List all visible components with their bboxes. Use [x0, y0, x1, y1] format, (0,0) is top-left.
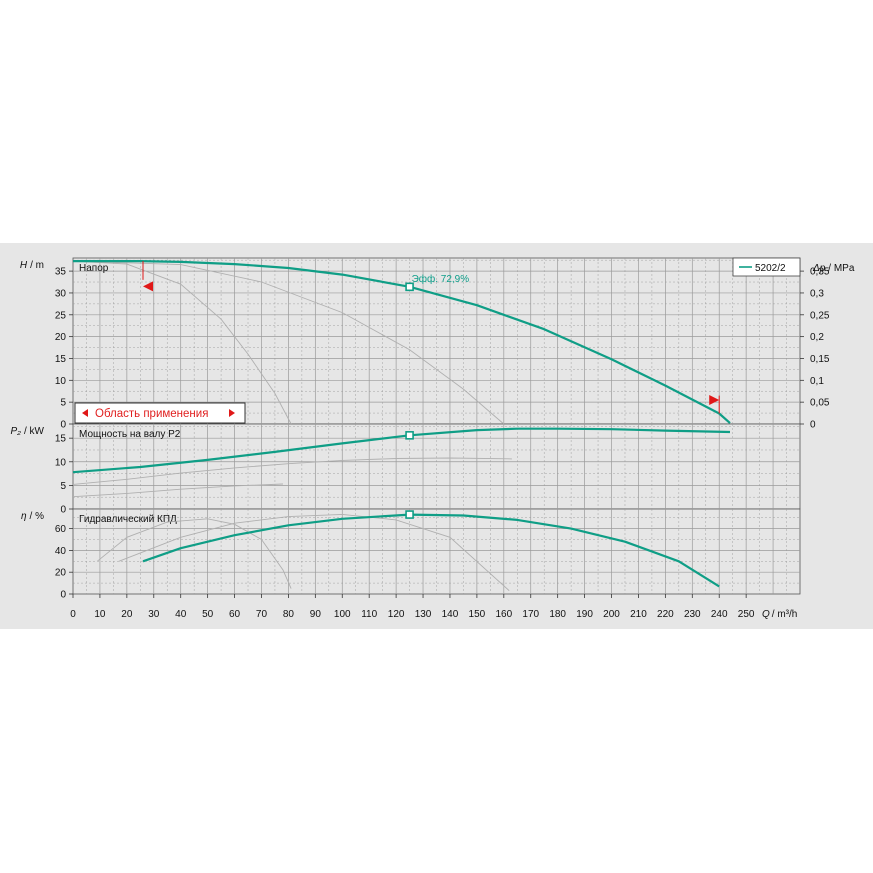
- application-range-label: Область применения: [95, 408, 208, 420]
- y2-tick-label: 0,35: [810, 267, 830, 278]
- ghost-curve: [96, 518, 292, 589]
- y-tick-label: 5: [60, 398, 66, 409]
- x-tick-label: 190: [576, 609, 593, 620]
- application-range-box: [74, 402, 246, 424]
- y-axis-symbol: P₂: [11, 426, 22, 437]
- range-right-arrow-icon: [229, 409, 235, 417]
- legend-box: [732, 257, 801, 277]
- y-axis-label: H / m: [20, 260, 44, 271]
- x-tick-label: 40: [175, 609, 187, 620]
- x-tick-label: 50: [202, 609, 214, 620]
- x-tick-label: 150: [469, 609, 486, 620]
- x-tick-label: 80: [283, 609, 295, 620]
- x-tick-label: 220: [657, 609, 674, 620]
- y2-tick-label: 0,3: [810, 288, 824, 299]
- ghost-curve: [72, 457, 512, 485]
- legend-label: 5202/2: [755, 263, 786, 274]
- y-tick-label: 25: [55, 310, 67, 321]
- range-start-flag: [143, 281, 154, 292]
- y-tick-label: 15: [55, 434, 67, 445]
- x-tick-label: 210: [630, 609, 647, 620]
- pump-curve-panel: 0 5 10 15 20 25 30 35 H / m Напор Эфф. 72,9% 0 0,05 0,…: [0, 243, 873, 629]
- y-tick-label: 0: [60, 590, 66, 601]
- x-tick-label: 110: [361, 609, 377, 620]
- y-tick-label: 40: [55, 546, 67, 557]
- x-tick-label: 60: [229, 609, 241, 620]
- x-axis-unit: / m³/h: [772, 609, 798, 620]
- series-line: [72, 427, 731, 474]
- efficiency-label: Эфф. 72,9%: [412, 273, 470, 285]
- y-tick-label: 0: [60, 505, 66, 516]
- range-left-arrow-icon: [82, 409, 88, 417]
- y-axis-unit: / %: [30, 511, 45, 522]
- panel-title: Напор: [79, 263, 109, 274]
- y-axis-label: P₂ / kW: [11, 426, 45, 437]
- x-tick-label: 0: [70, 609, 76, 620]
- y2-tick-label: 0,1: [810, 376, 824, 387]
- y-tick-label: 30: [55, 288, 67, 299]
- x-tick-label: 180: [549, 609, 566, 620]
- operating-point-marker: [405, 431, 414, 440]
- ghost-curve: [72, 483, 284, 498]
- x-tick-label: 200: [603, 609, 620, 620]
- x-tick-label: 170: [522, 609, 539, 620]
- y-tick-label: 10: [55, 457, 67, 468]
- x-axis-label: Q / m³/h: [762, 609, 797, 620]
- x-tick-label: 230: [684, 609, 701, 620]
- x-axis-symbol: Q: [762, 609, 770, 620]
- y-axis-label: η / %: [21, 511, 44, 522]
- y2-tick-label: 0,25: [810, 310, 830, 321]
- x-tick-label: 130: [415, 609, 432, 620]
- panel-title: Гидравлический КПД: [79, 514, 177, 525]
- y-axis-unit: / m: [30, 260, 44, 271]
- x-tick-label: 30: [148, 609, 160, 620]
- y2-axis-unit: / MPa: [828, 263, 855, 274]
- operating-point-marker: [405, 282, 414, 292]
- y2-axis-label: Δp / MPa: [812, 263, 855, 274]
- x-tick-label: 160: [495, 609, 512, 620]
- x-tick-label: 120: [388, 609, 405, 620]
- y-tick-label: 15: [55, 354, 67, 365]
- y-axis-symbol: η: [21, 511, 27, 522]
- x-tick-label: 140: [442, 609, 459, 620]
- y-tick-label: 20: [55, 568, 67, 579]
- y2-tick-label: 0,15: [810, 354, 830, 365]
- ghost-curve: [72, 260, 505, 425]
- panel-title: Мощность на валу P2: [79, 429, 181, 440]
- y-tick-label: 5: [60, 481, 66, 492]
- operating-point-marker: [405, 510, 414, 519]
- pump-performance-chart: 0 5 10 15 20 25 30 35 H / m Напор Эфф. 72,9% 0 0,05 0,…: [11, 257, 855, 620]
- x-tick-label: 90: [310, 609, 322, 620]
- y2-tick-label: 0,05: [810, 398, 830, 409]
- y-tick-label: 20: [55, 332, 67, 343]
- x-tick-label: 70: [256, 609, 268, 620]
- y-axis-unit: / kW: [24, 426, 45, 437]
- y-tick-label: 35: [55, 267, 67, 278]
- ghost-curve: [118, 513, 510, 592]
- y-tick-label: 0: [60, 420, 66, 431]
- ghost-curve: [72, 260, 292, 425]
- x-tick-label: 20: [121, 609, 133, 620]
- series-line: [142, 513, 720, 588]
- y-tick-label: 60: [55, 524, 67, 535]
- y2-tick-label: 0: [810, 420, 816, 431]
- x-tick-label: 100: [334, 609, 351, 620]
- y-tick-label: 10: [55, 376, 67, 387]
- plot-area-0: [72, 257, 801, 425]
- x-tick-label: 240: [711, 609, 728, 620]
- x-tick-label: 10: [94, 609, 106, 620]
- y-axis-symbol: H: [20, 260, 28, 271]
- y2-axis-symbol: Δp: [812, 263, 826, 274]
- y2-tick-label: 0,2: [810, 332, 824, 343]
- range-end-flag: [709, 394, 720, 405]
- x-tick-label: 250: [738, 609, 755, 620]
